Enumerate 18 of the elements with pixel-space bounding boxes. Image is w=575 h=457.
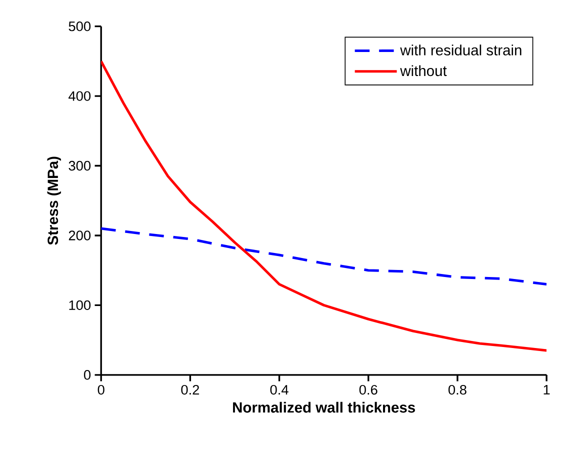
y-axis-title: Stress (MPa) [47,156,61,245]
legend-label: without [400,65,447,76]
x-tick-label: 0.4 [270,384,288,395]
x-tick-label: 0.2 [181,384,200,395]
x-axis-title: Normalized wall thickness [233,402,415,413]
x-tick-label: 0.6 [359,384,378,395]
y-tick-label: 100 [69,300,91,310]
line-series [101,227,547,286]
y-tick-label: 200 [68,230,91,240]
line-series [101,60,547,352]
x-tick-label: 1 [544,384,550,394]
y-tick-label: 400 [68,91,91,101]
y-tick-label: 300 [68,160,91,171]
y-tick-label: 0 [84,370,91,380]
x-tick-label: 0.8 [448,384,466,395]
x-tick-label: 0 [98,384,104,395]
legend-label: with residual strain [400,44,522,56]
y-tick-label: 500 [68,21,91,32]
